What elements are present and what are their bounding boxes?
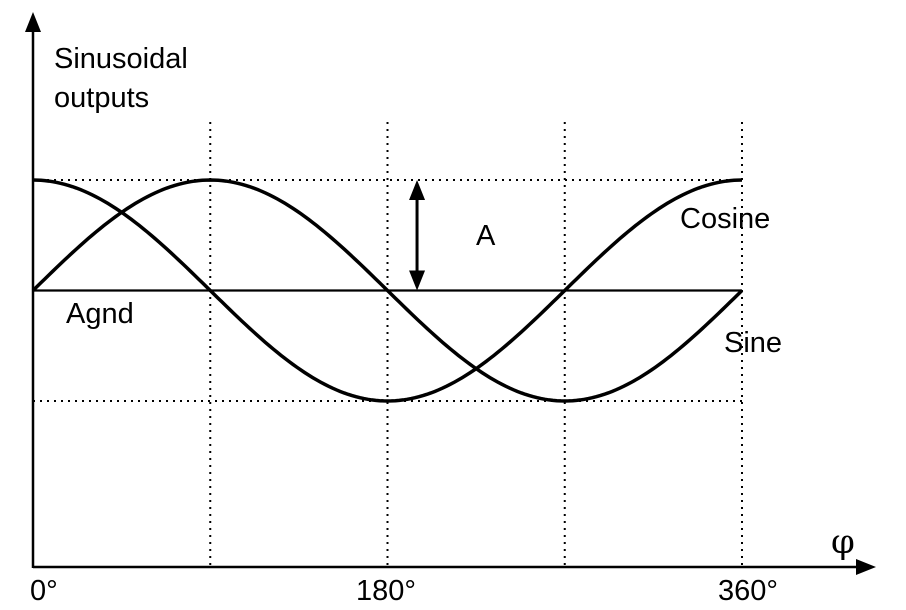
series-line-sine bbox=[31, 178, 744, 403]
amplitude-arrow-down-icon bbox=[409, 270, 426, 291]
y-axis-label-line1: Sinusoidal bbox=[54, 43, 188, 75]
x-tick-label-0: 0° bbox=[30, 575, 58, 607]
series-layer bbox=[31, 178, 744, 403]
series-label-cosine: Cosine bbox=[680, 203, 770, 235]
x-axis-arrow-icon bbox=[856, 559, 876, 575]
x-tick-label-180: 180° bbox=[356, 575, 416, 607]
series-line-cosine bbox=[32, 178, 743, 403]
baseline-label: Agnd bbox=[66, 298, 134, 330]
amplitude-arrow-up-icon bbox=[409, 180, 426, 200]
axes-layer bbox=[25, 12, 876, 575]
grid-layer bbox=[33, 122, 743, 567]
amplitude-label: A bbox=[476, 220, 496, 252]
amplitude-marker bbox=[409, 180, 426, 291]
y-axis-arrow-icon bbox=[25, 12, 41, 32]
series-label-sine: Sine bbox=[724, 327, 782, 359]
x-tick-label-360: 360° bbox=[718, 575, 778, 607]
x-axis-label: φ bbox=[831, 522, 855, 562]
y-axis-label-line2: outputs bbox=[54, 82, 149, 114]
